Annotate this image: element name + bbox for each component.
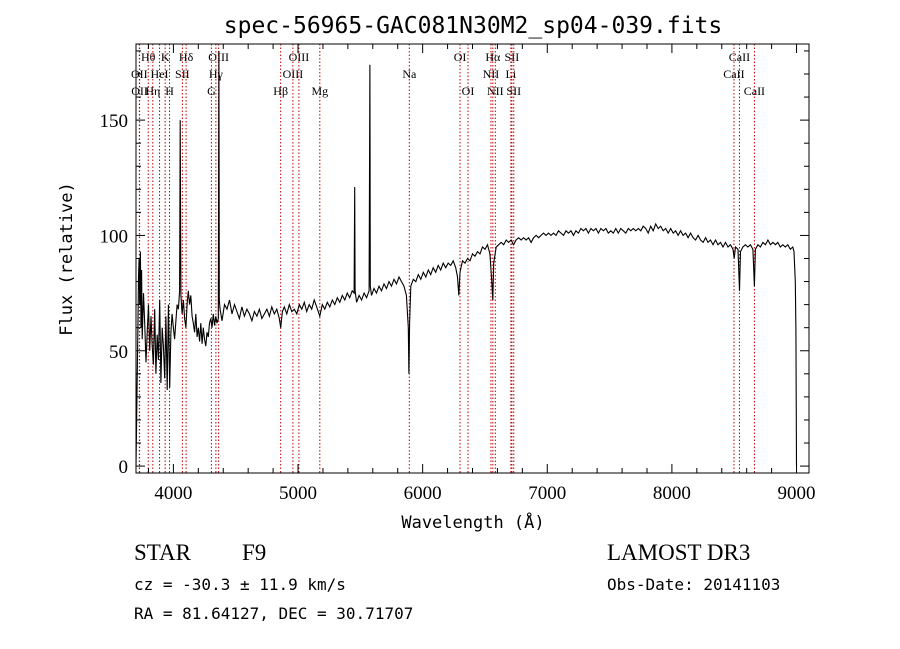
spectral-line-label: OIII: [289, 50, 310, 64]
redshift-velocity: cz = -30.3 ± 11.9 km/s: [134, 575, 346, 594]
x-axis-label: Wavelength (Å): [401, 511, 544, 533]
spectral-line-label: OIII: [283, 67, 304, 81]
spectral-line-label: G: [207, 84, 216, 98]
spectral-line-label: Hα: [485, 50, 501, 64]
spectral-line-label: SII: [175, 67, 190, 81]
object-class: STAR: [134, 540, 191, 565]
spectral-line-label: HeI: [151, 67, 169, 81]
x-tick-label: 9000: [778, 483, 816, 504]
coordinates: RA = 81.64127, DEC = 30.71707: [134, 604, 414, 623]
x-tick-label: 5000: [279, 483, 317, 504]
x-tick-label: 6000: [404, 483, 442, 504]
spectral-line-label: Hθ: [141, 50, 156, 64]
y-tick-label: 50: [109, 342, 128, 363]
x-tick-label: 4000: [154, 483, 192, 504]
spectral-line-label: OI: [462, 84, 475, 98]
spectral-line-label: K: [161, 50, 170, 64]
spectral-line-label: Hδ: [179, 50, 194, 64]
x-tick-label: 8000: [653, 483, 691, 504]
spectral-line-label: NII: [483, 67, 500, 81]
spectral-line-label: CaII: [729, 50, 750, 64]
x-tick-label: 7000: [528, 483, 566, 504]
spectral-line-label: CaII: [723, 67, 744, 81]
y-tick-label: 150: [100, 111, 129, 132]
spectral-line-label: Hη: [145, 84, 160, 98]
spectral-line-label: H: [165, 84, 174, 98]
spectral-line-label: Mg: [311, 84, 328, 98]
chart-title: spec-56965-GAC081N30M2_sp04-039.fits: [224, 13, 723, 39]
spectral-line-markers: HθOIIOIIHηHeIKHSIIHδOIIIHγGHβOIIIOIIIMgN…: [131, 44, 765, 473]
spectral-line-label: OI: [454, 50, 467, 64]
y-axis-label: Flux (relative): [57, 182, 77, 336]
object-subclass: F9: [242, 540, 267, 565]
y-tick-label: 100: [100, 226, 129, 247]
spectral-line-label: Hγ: [209, 67, 224, 81]
observation-date: Obs-Date: 20141103: [607, 575, 781, 594]
y-tick-label: 0: [119, 457, 129, 478]
spectral-line-label: Hβ: [273, 84, 288, 98]
spectrum-series-line: [135, 50, 798, 467]
spectral-line-label: Na: [402, 67, 417, 81]
survey-release: LAMOST DR3: [607, 540, 751, 565]
spectral-line-label: SII: [506, 84, 521, 98]
spectral-line-label: Li: [506, 67, 517, 81]
plot-frame: [135, 43, 810, 474]
axis-ticks: 4000 5000 6000 7000 8000 9000 0 50 100 150: [100, 44, 816, 504]
spectral-line-label: OII: [131, 84, 148, 98]
spectral-line-label: CaII: [744, 84, 765, 98]
spectral-line-label: SII: [505, 50, 520, 64]
spectral-line-label: NII: [487, 84, 504, 98]
